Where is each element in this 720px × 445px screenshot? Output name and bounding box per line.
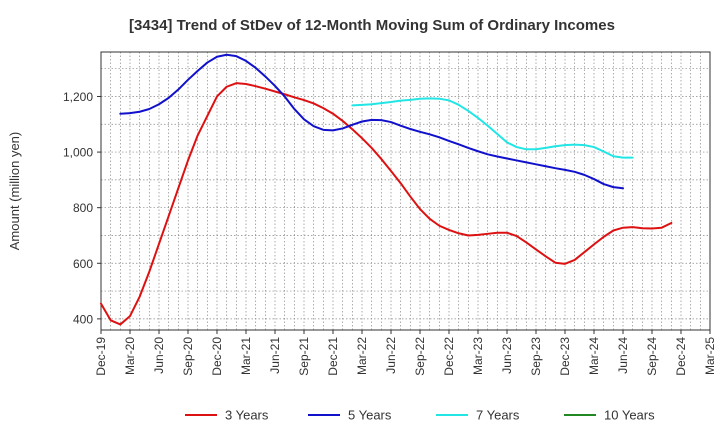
x-tick-label: Jun-24 [616,337,630,374]
y-tick-label: 600 [73,257,93,271]
legend-label-5-years: 5 Years [348,408,392,423]
y-tick-label: 1,200 [63,90,93,104]
y-tick-label: 800 [73,201,93,215]
x-tick-label: Mar-21 [239,337,253,375]
grid [101,52,710,330]
x-tick-label: Dec-22 [442,337,456,376]
x-tick-label: Mar-23 [471,337,485,375]
legend-label-3-years: 3 Years [225,408,269,423]
series-line-3-years [100,82,673,326]
legend-label-10-years: 10 Years [604,408,655,423]
x-tick-label: Sep-22 [413,337,427,376]
x-tick-label: Jun-20 [152,337,166,374]
x-tick-label: Mar-20 [123,337,137,375]
x-tick-label: Sep-24 [645,337,659,376]
y-tick-label: 1,000 [63,146,93,160]
x-tick-label: Jun-21 [268,337,282,374]
y-tick-label: 400 [73,312,93,326]
x-tick-label: Mar-24 [587,337,601,375]
legend-label-7-years: 7 Years [476,408,520,423]
plot-border [100,51,711,331]
x-tick-label: Dec-21 [326,337,340,376]
x-tick-label: Dec-24 [674,337,688,376]
x-tick-label: Sep-23 [529,337,543,376]
x-tick-label: Sep-21 [297,337,311,376]
x-tick-label: Dec-23 [558,337,572,376]
legend: 3 Years 5 Years 7 Years 10 Years [185,408,655,423]
x-tick-label: Jun-22 [384,337,398,374]
x-tick-label: Mar-25 [703,337,717,375]
x-tick-label: Dec-19 [94,337,108,376]
x-tick-label: Dec-20 [210,337,224,376]
series-lines [100,53,673,326]
series-line-5-years [119,53,624,190]
chart-title: [3434] Trend of StDev of 12-Month Moving… [129,17,615,34]
series-line-7-years [351,97,634,159]
y-axis-label: Amount (million yen) [7,132,22,251]
x-tick-label: Mar-22 [355,337,369,375]
x-tick-label: Sep-20 [181,337,195,376]
x-tick-label: Jun-23 [500,337,514,374]
y-ticks: 400 600 800 1,000 1,200 [63,90,101,326]
axes [100,51,711,331]
x-ticks: Dec-19 Mar-20 Jun-20 Sep-20 Dec-20 Mar-21 Jun-… [94,330,717,376]
